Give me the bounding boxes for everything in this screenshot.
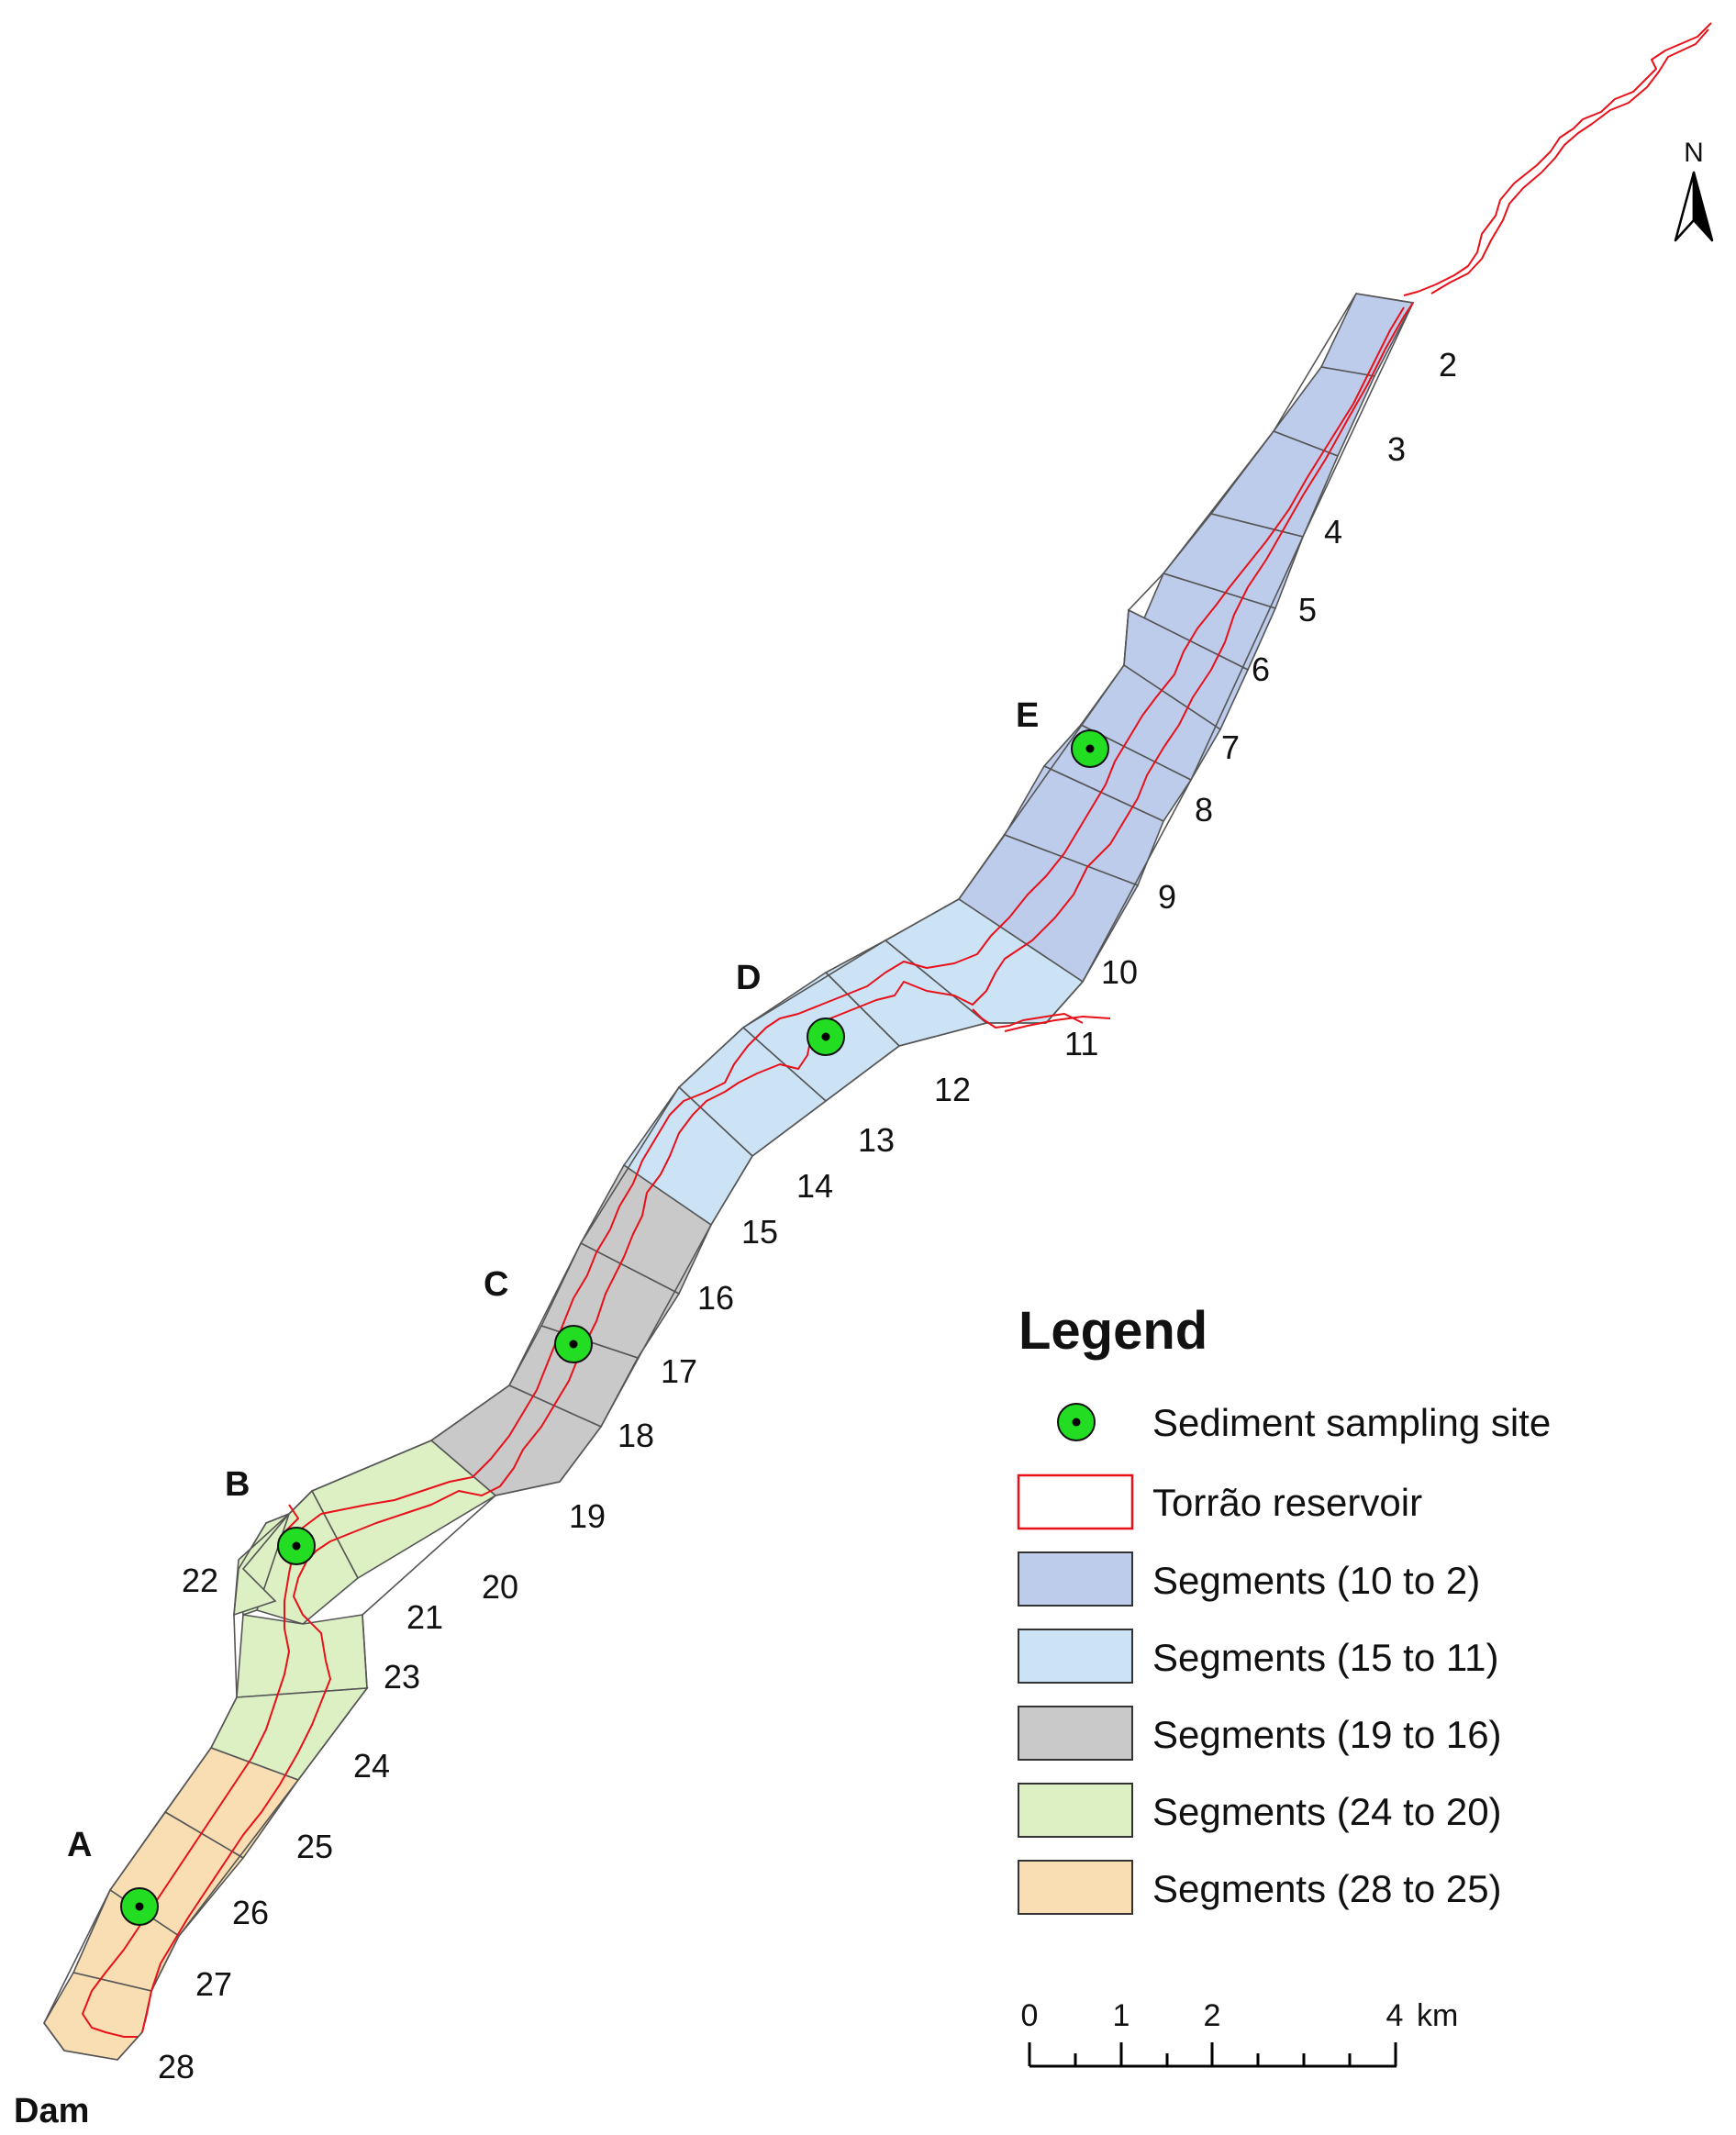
segment-number-20: 20 xyxy=(482,1568,518,1606)
legend-label: Torrão reservoir xyxy=(1152,1481,1422,1524)
segment-number-19: 19 xyxy=(569,1497,606,1535)
segment-number-4: 4 xyxy=(1324,513,1342,550)
legend-label: Segments (24 to 20) xyxy=(1152,1790,1502,1833)
legend: Legend Sediment sampling site Torrão res… xyxy=(1017,1301,1551,1915)
segment-number-15: 15 xyxy=(741,1213,778,1251)
north-arrow-label: N xyxy=(1684,138,1704,168)
segment-number-5: 5 xyxy=(1298,591,1317,628)
segment-number-7: 7 xyxy=(1221,728,1240,766)
legend-label: Sediment sampling site xyxy=(1152,1401,1551,1444)
scale-tick-label-4: 4 xyxy=(1386,1998,1404,2033)
reservoir-swatch xyxy=(1017,1473,1134,1530)
segment-number-23: 23 xyxy=(384,1658,420,1696)
segment-swatch xyxy=(1018,1783,1133,1838)
scale-tick-label-1: 1 xyxy=(1113,1998,1130,2033)
site-label-c: C xyxy=(484,1265,508,1304)
legend-label: Segments (10 to 2) xyxy=(1152,1559,1480,1602)
segment-swatch xyxy=(1018,1551,1133,1607)
segment-number-22: 22 xyxy=(182,1562,218,1599)
segment-number-27: 27 xyxy=(195,1965,232,2003)
segment-number-24: 24 xyxy=(353,1747,390,1785)
segment-number-3: 3 xyxy=(1387,430,1406,468)
segment-number-13: 13 xyxy=(858,1121,895,1159)
segment-23 xyxy=(236,1614,368,1698)
legend-item-reservoir: Torrão reservoir xyxy=(1017,1473,1422,1530)
segment-number-11: 11 xyxy=(1064,1025,1098,1062)
segment-swatch xyxy=(1018,1629,1133,1684)
legend-item-segments-10-2: Segments (10 to 2) xyxy=(1018,1551,1480,1607)
scale-tick-label-2: 2 xyxy=(1204,1998,1221,2033)
north-arrow: N xyxy=(1674,138,1714,242)
sampling-site-icon xyxy=(1057,1403,1096,1441)
dam-label: Dam xyxy=(14,2092,89,2130)
segment-number-17: 17 xyxy=(661,1352,697,1390)
segment-22b xyxy=(233,1513,290,1617)
site-marker-c xyxy=(554,1325,593,1363)
legend-label: Segments (28 to 25) xyxy=(1152,1867,1502,1910)
legend-item-segments-19-16: Segments (19 to 16) xyxy=(1018,1706,1502,1761)
segment-number-2: 2 xyxy=(1439,346,1457,384)
segment-number-8: 8 xyxy=(1195,791,1213,828)
segment-swatch xyxy=(1018,1860,1133,1915)
scale-unit-label: km xyxy=(1417,1998,1458,2033)
segment-number-28: 28 xyxy=(158,2048,195,2085)
scale-tick-label-0: 0 xyxy=(1021,1998,1039,2033)
site-marker-d xyxy=(807,1017,845,1056)
site-marker-a xyxy=(120,1887,159,1926)
segment-number-21: 21 xyxy=(406,1598,443,1636)
site-label-d: D xyxy=(736,959,761,997)
segment-number-25: 25 xyxy=(296,1828,333,1865)
legend-item-segments-28-25: Segments (28 to 25) xyxy=(1018,1860,1502,1915)
segment-number-26: 26 xyxy=(232,1894,269,1931)
legend-item-segments-15-11: Segments (15 to 11) xyxy=(1018,1629,1498,1684)
legend-label: Segments (15 to 11) xyxy=(1152,1636,1498,1679)
torrao-reservoir-outline xyxy=(82,22,1712,2038)
scale-bar-line xyxy=(1028,2042,1397,2068)
segment-number-18: 18 xyxy=(618,1417,654,1454)
segment-number-6: 6 xyxy=(1252,651,1270,688)
segment-number-12: 12 xyxy=(934,1071,971,1108)
site-label-b: B xyxy=(225,1465,250,1504)
site-labels: E D C B A Dam xyxy=(14,696,1039,2130)
segment-number-labels: 2 3 4 5 6 7 8 9 10 11 12 13 14 15 16 17 … xyxy=(158,346,1457,2085)
legend-item-segments-24-20: Segments (24 to 20) xyxy=(1018,1783,1502,1838)
site-marker-b xyxy=(277,1527,316,1565)
legend-item-sampling-site: Sediment sampling site xyxy=(1057,1401,1551,1444)
reservoir-extent xyxy=(43,293,1415,2061)
site-label-e: E xyxy=(1016,696,1039,735)
segment-number-10: 10 xyxy=(1101,953,1138,991)
segment-number-9: 9 xyxy=(1158,878,1176,916)
legend-title: Legend xyxy=(1018,1301,1207,1361)
segment-number-16: 16 xyxy=(697,1279,734,1317)
legend-label: Segments (19 to 16) xyxy=(1152,1713,1502,1756)
north-arrow-icon xyxy=(1674,171,1714,242)
sampling-sites xyxy=(120,729,1109,1926)
segment-swatch xyxy=(1018,1706,1133,1761)
site-label-a: A xyxy=(67,1826,92,1864)
scale-bar: 0 1 2 4 km xyxy=(1021,1998,1458,2068)
segment-number-14: 14 xyxy=(796,1167,833,1205)
site-marker-e xyxy=(1071,729,1109,768)
segment-2 xyxy=(1319,293,1415,377)
